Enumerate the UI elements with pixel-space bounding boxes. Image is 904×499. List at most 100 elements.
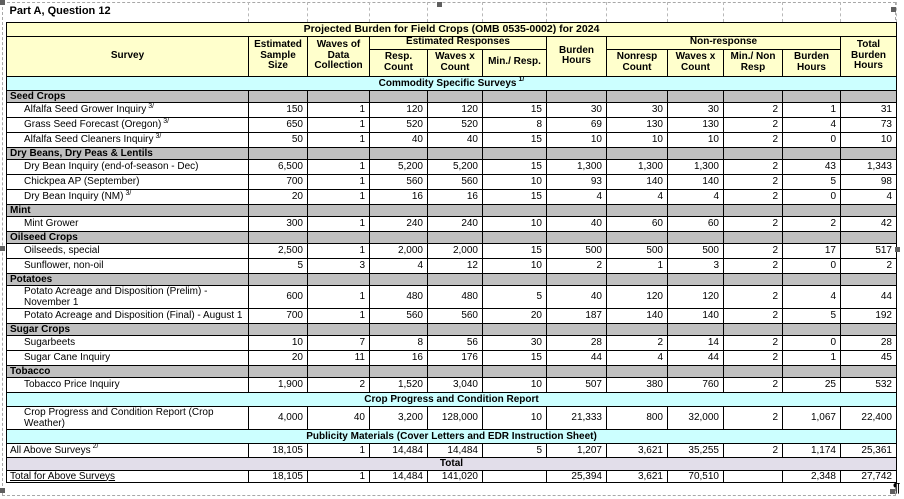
- resize-handle-bottom-right[interactable]: [890, 489, 895, 494]
- value-cell: 800: [606, 405, 668, 430]
- section-cell: [369, 146, 428, 160]
- value-cell: 120: [667, 284, 724, 309]
- section-cell: [369, 322, 428, 336]
- banner-row: Publicity Materials (Cover Letters and E…: [6, 428, 897, 444]
- table-title: Projected Burden for Field Crops (OMB 05…: [6, 21, 897, 37]
- section-cell: [723, 203, 783, 217]
- col-header-waves-x-count-nonresp: Waves x Count: [667, 48, 724, 77]
- survey-label: Potato Acreage and Disposition (Final) -…: [6, 307, 249, 324]
- value-cell: 2: [723, 405, 783, 430]
- section-row: Potatoes: [6, 272, 897, 286]
- value-cell: 15: [482, 349, 547, 366]
- footnote-ref: 3/: [155, 132, 162, 140]
- section-cell: [248, 272, 308, 286]
- value-cell: 1: [307, 307, 370, 324]
- value-cell: 1: [307, 242, 370, 259]
- data-row: Alfalfa Seed Cleaners Inquiry 3/50 1 40 40 15…: [6, 131, 897, 148]
- section-label: Seed Crops: [6, 89, 249, 103]
- value-cell: 45: [840, 349, 897, 366]
- value-cell: 3,200: [369, 405, 428, 430]
- section-row: Sugar Crops: [6, 322, 897, 336]
- value-cell: 2,500: [248, 242, 308, 259]
- value-cell: 650: [248, 116, 308, 133]
- value-cell: 20: [482, 307, 547, 324]
- value-cell: 1: [307, 284, 370, 309]
- value-cell: 130: [667, 116, 724, 133]
- value-cell: 10: [248, 334, 308, 351]
- value-cell: 1,300: [667, 158, 724, 175]
- section-cell: [427, 230, 483, 244]
- data-row: Potato Acreage and Disposition (Prelim) …: [6, 284, 897, 309]
- survey-label: Chickpea AP (September): [6, 173, 249, 190]
- gridline-cell: [840, 2, 897, 22]
- value-cell: 192: [840, 307, 897, 324]
- value-cell: 2: [723, 101, 783, 118]
- value-cell: 44: [840, 284, 897, 309]
- section-cell: [840, 89, 897, 103]
- data-row: Alfalfa Seed Grower Inquiry 3/150 1 120 120 1…: [6, 101, 897, 118]
- value-cell: 600: [248, 284, 308, 309]
- value-cell: 4: [546, 188, 607, 205]
- section-cell: [723, 364, 783, 378]
- value-cell: 1,900: [248, 376, 308, 393]
- value-cell: 15: [482, 158, 547, 175]
- value-cell: 11: [307, 349, 370, 366]
- section-cell: [427, 146, 483, 160]
- value-cell: 43: [782, 158, 841, 175]
- value-cell: 760: [667, 376, 724, 393]
- section-cell: [782, 146, 841, 160]
- section-cell: [723, 272, 783, 286]
- value-cell: 5: [782, 307, 841, 324]
- value-cell: 2: [723, 284, 783, 309]
- section-cell: [307, 89, 370, 103]
- data-row: Sugarbeets 10 7 8 56 30 28 2 14 2 0 28: [6, 334, 897, 351]
- footnote-ref: 2/: [92, 443, 99, 451]
- value-cell: 1: [606, 257, 668, 274]
- total-row: Total for Above Surveys 18,105 1 14,484 141,…: [6, 469, 897, 483]
- value-cell: 1,343: [840, 158, 897, 175]
- value-cell: 130: [606, 116, 668, 133]
- gridline-cell: [369, 2, 428, 22]
- value-cell: 120: [427, 101, 483, 118]
- col-header-burden-hours-nonresp: Burden Hours: [782, 48, 841, 77]
- resize-handle-top-left[interactable]: [0, 0, 5, 5]
- value-cell: 700: [248, 307, 308, 324]
- section-cell: [546, 322, 607, 336]
- value-cell: 560: [369, 307, 428, 324]
- value-cell: 2: [723, 188, 783, 205]
- value-cell: 2: [840, 257, 897, 274]
- survey-label: Crop Progress and Condition Report (Crop…: [6, 405, 249, 430]
- col-header-nonresp-count: Nonresp Count: [606, 48, 668, 77]
- value-cell: 5: [782, 173, 841, 190]
- value-cell: 2: [606, 334, 668, 351]
- value-cell: 42: [840, 215, 897, 232]
- value-cell: 10: [482, 257, 547, 274]
- survey-label: Oilseeds, special: [6, 242, 249, 259]
- value-cell: 40: [546, 284, 607, 309]
- value-cell: 10: [482, 215, 547, 232]
- value-cell: 28: [546, 334, 607, 351]
- section-row: Seed Crops: [6, 89, 897, 103]
- value-cell: 2,000: [369, 242, 428, 259]
- value-cell: 14,484: [369, 469, 428, 483]
- value-cell: 10: [482, 376, 547, 393]
- section-cell: [782, 203, 841, 217]
- resize-handle-top-right[interactable]: [891, 7, 896, 12]
- col-header-waves-x-count-resp: Waves x Count: [427, 48, 483, 77]
- value-cell: 2,000: [427, 242, 483, 259]
- section-cell: [369, 230, 428, 244]
- value-cell: 5: [248, 257, 308, 274]
- value-cell: 56: [427, 334, 483, 351]
- value-cell: 4: [667, 188, 724, 205]
- resize-handle-bottom-left[interactable]: [0, 488, 5, 493]
- resize-handle-middle-left[interactable]: [0, 246, 5, 251]
- section-cell: [606, 146, 668, 160]
- data-row: Potato Acreage and Disposition (Final) -…: [6, 307, 897, 324]
- value-cell: 300: [248, 215, 308, 232]
- resize-handle-top-center[interactable]: [437, 2, 442, 7]
- banner-label: Crop Progress and Condition Report: [6, 391, 897, 407]
- resize-handle-middle-right[interactable]: [895, 247, 900, 252]
- value-cell: 2: [723, 257, 783, 274]
- value-cell: 1: [307, 101, 370, 118]
- footnote-ref: 3/: [163, 117, 170, 125]
